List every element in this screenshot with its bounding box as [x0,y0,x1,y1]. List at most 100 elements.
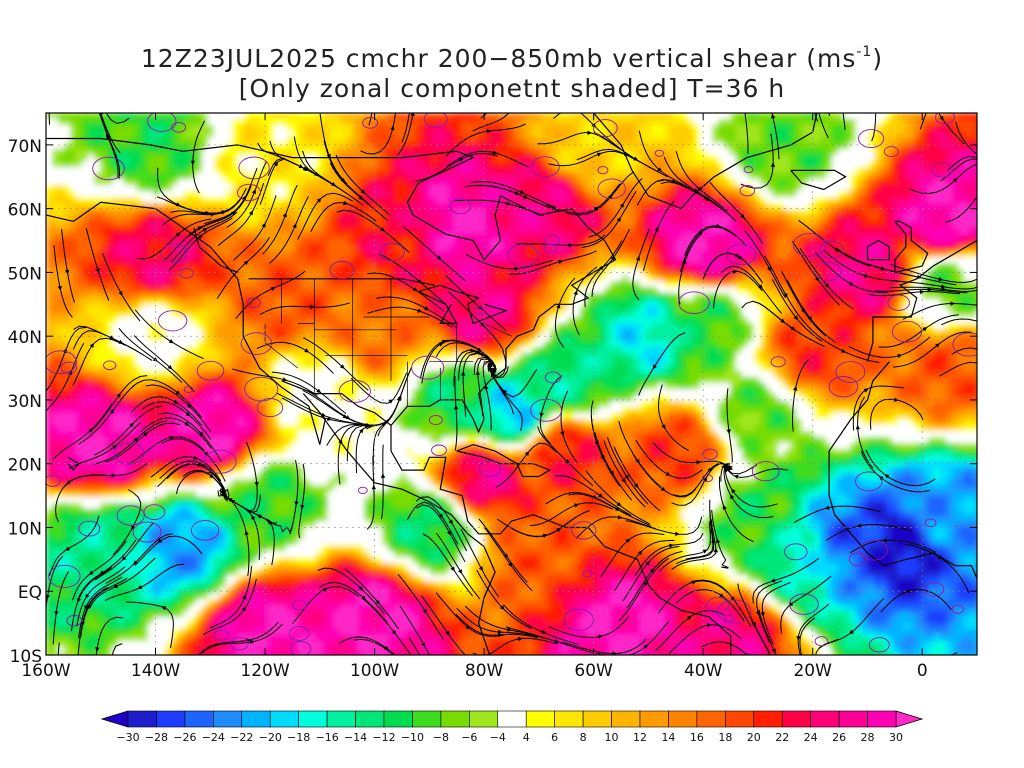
shading-cell [106,275,113,282]
shading-cell [562,185,569,192]
shading-cell [808,149,815,156]
shading-cell [268,239,275,246]
shading-cell [148,275,155,282]
shading-cell [64,131,71,138]
shading-cell [538,287,545,294]
shading-cell [772,263,779,270]
shading-cell [76,215,83,222]
shading-cell [244,293,251,300]
shading-cell [64,143,71,150]
shading-cell [784,287,791,294]
shading-cell [346,245,353,252]
shading-cell [628,143,635,150]
shading-cell [238,113,245,120]
shading-cell [436,197,443,204]
shading-cell [658,137,665,144]
shading-cell [316,113,323,120]
shading-cell [286,221,293,228]
shading-cell [940,293,947,300]
shading-cell [256,113,263,120]
shading-cell [406,131,413,138]
shading-cell [880,143,887,150]
shading-cell [712,119,719,126]
shading-cell [358,137,365,144]
shading-cell [622,269,629,276]
shading-cell [298,215,305,222]
shading-cell [340,173,347,180]
shading-cell [892,293,899,300]
shading-cell [388,227,395,234]
shading-cell [262,299,269,306]
shading-cell [610,167,617,174]
shading-cell [850,173,857,180]
shading-cell [604,131,611,138]
shading-cell [790,155,797,162]
shading-cell [880,299,887,306]
shading-cell [142,287,149,294]
shading-cell [244,245,251,252]
shading-cell [784,281,791,288]
shading-cell [220,275,227,282]
shading-cell [346,167,353,174]
shading-cell [676,161,683,168]
shading-cell [238,221,245,228]
shading-cell [142,143,149,150]
shading-cell [802,197,809,204]
shading-cell [886,185,893,192]
shading-cell [694,125,701,132]
shading-cell [850,119,857,126]
shading-cell [508,179,515,186]
shading-cell [808,293,815,300]
shading-cell [928,287,935,294]
shading-cell [874,227,881,234]
shading-cell [220,179,227,186]
shading-cell [712,239,719,246]
shading-cell [226,275,233,282]
shading-cell [52,155,59,162]
shading-cell [64,125,71,132]
shading-cell [826,149,833,156]
shading-cell [904,215,911,222]
shading-cell [472,125,479,132]
shading-cell [670,155,677,162]
shading-cell [550,299,557,306]
shading-cell [598,173,605,180]
shading-cell [208,119,215,126]
shading-cell [472,251,479,258]
shading-cell [670,215,677,222]
shading-cell [274,143,281,150]
shading-cell [724,161,731,168]
shading-cell [46,287,53,294]
shading-cell [916,215,923,222]
shading-cell [484,293,491,300]
shading-cell [616,167,623,174]
shading-cell [298,287,305,294]
shading-cell [376,269,383,276]
shading-cell [514,227,521,234]
shading-cell [82,185,89,192]
shading-cell [424,167,431,174]
shading-cell [580,179,587,186]
shading-cell [424,209,431,216]
shading-cell [952,167,959,174]
shading-cell [94,185,101,192]
shading-cell [886,119,893,126]
shading-cell [838,281,845,288]
shading-cell [940,245,947,252]
shading-cell [496,215,503,222]
shading-cell [190,125,197,132]
shading-cell [622,203,629,210]
shading-cell [340,251,347,258]
shading-cell [952,257,959,264]
shading-cell [46,245,53,252]
shading-cell [406,143,413,150]
shading-cell [778,167,785,174]
shading-cell [502,287,509,294]
shading-cell [700,131,707,138]
shading-cell [400,185,407,192]
shading-cell [538,209,545,216]
shading-cell [286,245,293,252]
shading-cell [184,191,191,198]
shading-cell [352,173,359,180]
shading-cell [946,155,953,162]
